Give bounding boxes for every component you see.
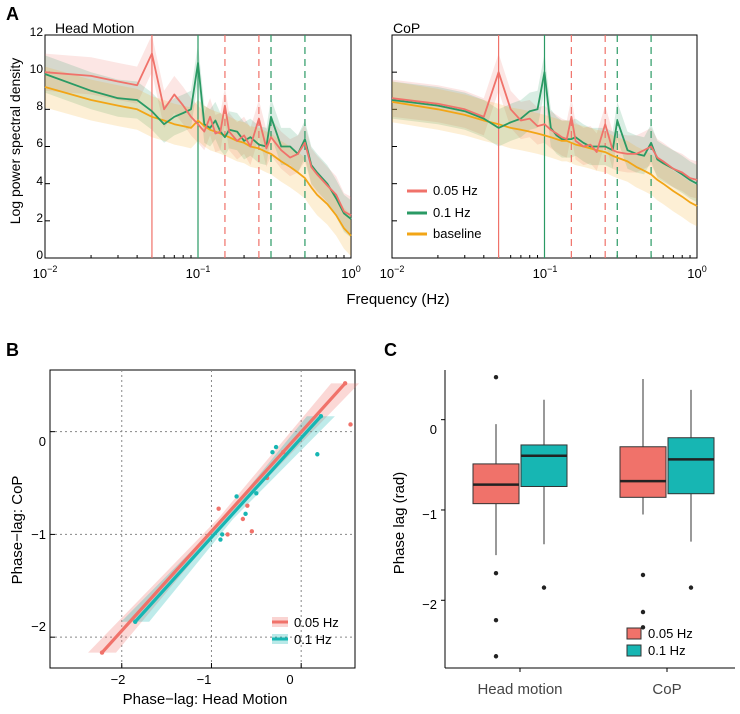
psd-legend: 0.05 Hz 0.1 Hz baseline [407,183,481,241]
scatter-point [234,494,239,499]
psd-head-xtick-label: 10−1 [186,264,211,281]
scatter-point [348,422,353,427]
panel-label-b: B [6,340,19,360]
scatter-plot [49,369,360,669]
scatter-ytick-label: −2 [31,619,46,634]
box-category-label: Head motion [477,681,562,698]
psd-cop-xtick-labels: 10−2 10−1 100 [380,264,707,281]
scatter-point [220,532,225,537]
psd-head-panel: Head Motion Log power spectral density F… [7,20,450,308]
scatter-legend: 0.05 Hz 0.1 Hz [272,615,339,647]
box-outlier [493,654,499,659]
series-line [391,101,698,207]
series-line [391,71,698,181]
series-band [45,66,351,257]
psd-head-title: Head Motion [55,20,134,36]
box-iqr [619,446,667,498]
scatter-xtick-label: 0 [286,672,293,687]
psd-head-plot [44,34,352,259]
box-ytick-label: −2 [422,597,437,612]
scatter-legend-label-01: 0.1 Hz [294,632,332,647]
scatter-ylabel: Phase−lag: CoP [9,476,26,585]
scatter-point [225,532,230,537]
scatter-ytick-label: 0 [39,434,46,449]
fit-line [134,415,323,623]
box-outlier [640,572,646,578]
fit-line [100,382,347,654]
scatter-point [249,529,255,534]
box-outlier [640,625,646,630]
scatter-panel: Phase−lag: CoP Phase−lag: Head Motion −2… [9,369,360,708]
scatter-point [315,452,320,457]
psd-head-ytick-label: 6 [36,136,43,150]
box-outlier [688,585,694,590]
box-ytick-label: 0 [430,422,437,437]
box-ytick-label: −1 [422,507,437,522]
scatter-point [254,491,259,496]
box-plot [441,370,735,672]
psd-cop-title: CoP [393,20,420,36]
psd-head-ytick-label: 12 [30,25,44,39]
series-band [45,44,351,238]
axis-frame [49,369,356,669]
box-iqr [520,444,568,487]
scatter-legend-label-005: 0.05 Hz [294,615,339,630]
box-ylabel: Phase lag (rad) [391,472,408,575]
box-legend-label-005: 0.05 Hz [648,626,693,641]
box-outlier [493,570,499,576]
scatter-point [273,444,279,450]
psd-head-ytick-label: 8 [36,99,43,113]
psd-head-xtick-label: 10−2 [33,264,58,281]
psd-cop-xtick-label: 10−1 [533,264,558,281]
box-legend-swatch-005 [626,627,642,640]
psd-head-ytick-labels: 0 2 4 6 8 10 12 [30,25,44,262]
psd-cop-panel: CoP 10−2 10−1 100 0.05 Hz 0.1 Hz baselin… [380,20,707,281]
scatter-point [240,516,246,522]
psd-head-ytick-label: 0 [36,248,43,262]
scatter-xlabel: Phase−lag: Head Motion [123,691,288,708]
psd-head-ytick-label: 10 [30,62,44,76]
psd-cop-xtick-label: 100 [687,264,706,281]
series-line [44,52,352,217]
psd-cop-xtick-label: 10−2 [380,264,405,281]
psd-ylabel: Log power spectral density [7,58,23,225]
box-iqr [667,437,715,495]
scatter-xtick-label: −2 [111,672,126,687]
series-line [44,86,352,237]
scatter-point [243,511,248,517]
box-outlier [493,617,499,623]
psd-head-ytick-label: 2 [36,211,43,225]
legend-label-baseline: baseline [433,226,481,241]
box-legend-label-01: 0.1 Hz [648,643,686,658]
scatter-xtick-label: −1 [197,672,212,687]
box-outlier [640,609,646,615]
box-legend: 0.05 Hz 0.1 Hz [626,626,693,658]
scatter-ytick-label: −1 [31,527,46,542]
legend-label-005: 0.05 Hz [433,183,478,198]
psd-cop-plot [391,34,698,259]
box-outlier [541,585,547,590]
scatter-point [270,450,275,455]
scatter-point [216,506,221,511]
box-panel: Phase lag (rad) 0 −1 −2 Head motion CoP … [391,370,735,698]
psd-xlabel: Frequency (Hz) [346,291,449,308]
box-legend-swatch-01 [626,644,642,657]
box-category-label: CoP [652,681,681,698]
panel-label-a: A [6,4,19,24]
panel-label-c: C [384,340,397,360]
box-outlier [493,375,499,380]
legend-label-01: 0.1 Hz [433,205,471,220]
scatter-point [245,503,250,508]
psd-head-xtick-label: 100 [341,264,360,281]
psd-head-xtick-labels: 10−2 10−1 100 [33,264,361,281]
psd-head-ytick-label: 4 [36,174,43,188]
scatter-point [218,537,223,542]
